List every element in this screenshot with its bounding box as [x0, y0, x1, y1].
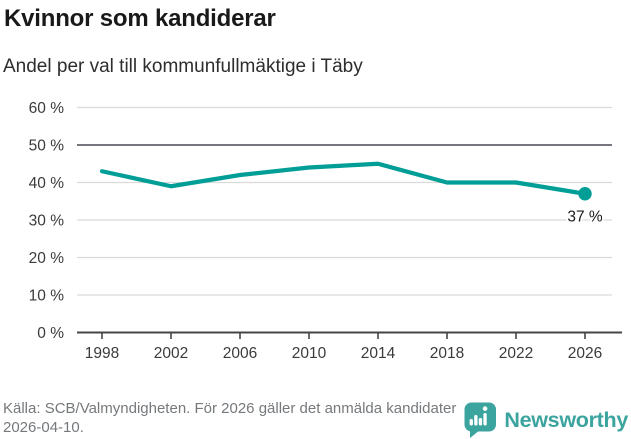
y-tick-label: 10 % — [29, 288, 65, 305]
newsworthy-logo[interactable]: Newsworthy — [464, 402, 628, 439]
x-tick-label: 2022 — [499, 345, 533, 362]
chart-title: Kvinnor som kandiderar — [4, 5, 276, 32]
x-tick-label: 2018 — [430, 345, 464, 362]
y-tick-label: 40 % — [29, 175, 65, 192]
speech-bubble-bar-chart-icon — [464, 402, 497, 438]
data-series: 37 % — [99, 161, 605, 227]
brand-name: Newsworthy — [504, 408, 628, 432]
gridlines — [77, 106, 612, 296]
last-data-point — [578, 187, 592, 201]
y-tick-label: 60 % — [29, 100, 65, 117]
y-tick-label: 20 % — [29, 250, 65, 267]
x-axis — [77, 331, 622, 339]
end-value-label: 37 % — [567, 208, 603, 225]
x-tick-label: 2026 — [568, 345, 602, 362]
y-tick-label: 0 % — [37, 325, 64, 342]
x-tick-label: 2014 — [361, 345, 396, 362]
chart-subtitle: Andel per val till kommunfullmäktige i T… — [3, 56, 363, 77]
x-tick-label: 2002 — [154, 345, 188, 362]
source-note: Källa: SCB/Valmyndigheten. För 2026 gäll… — [3, 400, 457, 437]
axis-labels: 0 % 10 % 20 % 30 % 40 % 50 % 60 % 1998 2002 2006 2… — [29, 100, 603, 362]
y-tick-label: 30 % — [29, 213, 65, 230]
y-tick-label: 50 % — [29, 138, 65, 155]
data-line — [99, 161, 588, 196]
x-tick-label: 2010 — [292, 345, 327, 362]
x-tick-label: 2006 — [223, 345, 257, 362]
x-tick-label: 1998 — [85, 345, 119, 362]
